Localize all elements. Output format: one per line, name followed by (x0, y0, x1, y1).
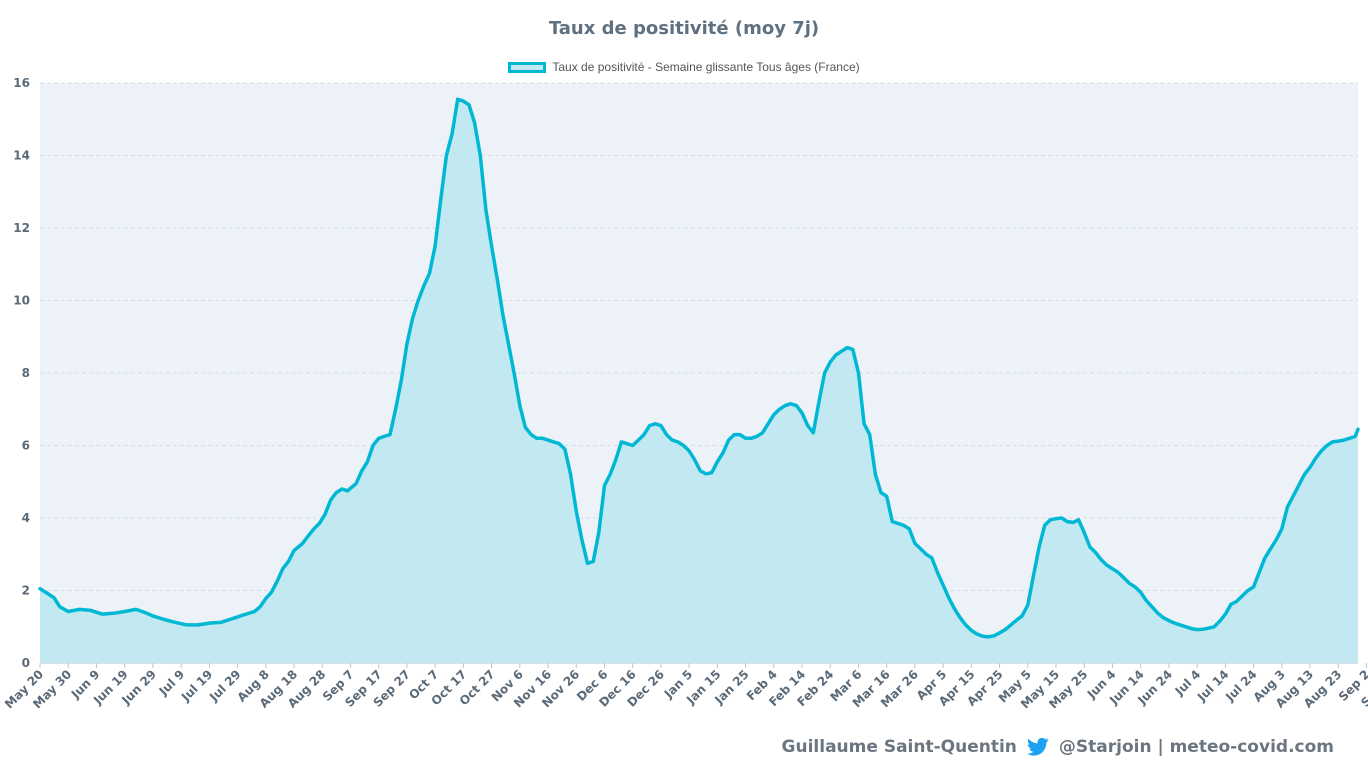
footer-credits: Guillaume Saint-Quentin @Starjoin | mete… (782, 737, 1334, 757)
y-tick-label: 0 (22, 656, 30, 670)
twitter-bird-icon (1026, 737, 1049, 756)
y-tick-label: 14 (13, 149, 30, 163)
y-axis: 0 2 4 6 8 10 12 14 16 (13, 76, 30, 670)
legend-label: Taux de positivité - Semaine glissante T… (552, 60, 860, 74)
author-name: Guillaume Saint-Quentin (781, 737, 1017, 757)
y-tick-label: 6 (22, 439, 30, 453)
y-tick-label: 10 (13, 294, 30, 308)
y-tick-label: 16 (13, 76, 30, 90)
series-line (38, 97, 1360, 639)
twitter-handle-and-site: @Starjoin | meteo-covid.com (1058, 737, 1334, 757)
y-tick-label: 8 (22, 366, 30, 380)
y-tick-label: 4 (22, 511, 30, 525)
x-tick-label: Jul 14 (1194, 667, 1231, 704)
chart-title: Taux de positivité (moy 7j) (548, 18, 820, 39)
y-tick-label: 12 (13, 221, 30, 235)
y-tick-label: 2 (22, 584, 30, 598)
chart-legend[interactable]: Taux de positivité - Semaine glissante T… (0, 60, 1368, 74)
x-tick-label: Jul 19 (178, 667, 215, 704)
series-area-fill (40, 99, 1358, 664)
legend-swatch (508, 61, 547, 73)
